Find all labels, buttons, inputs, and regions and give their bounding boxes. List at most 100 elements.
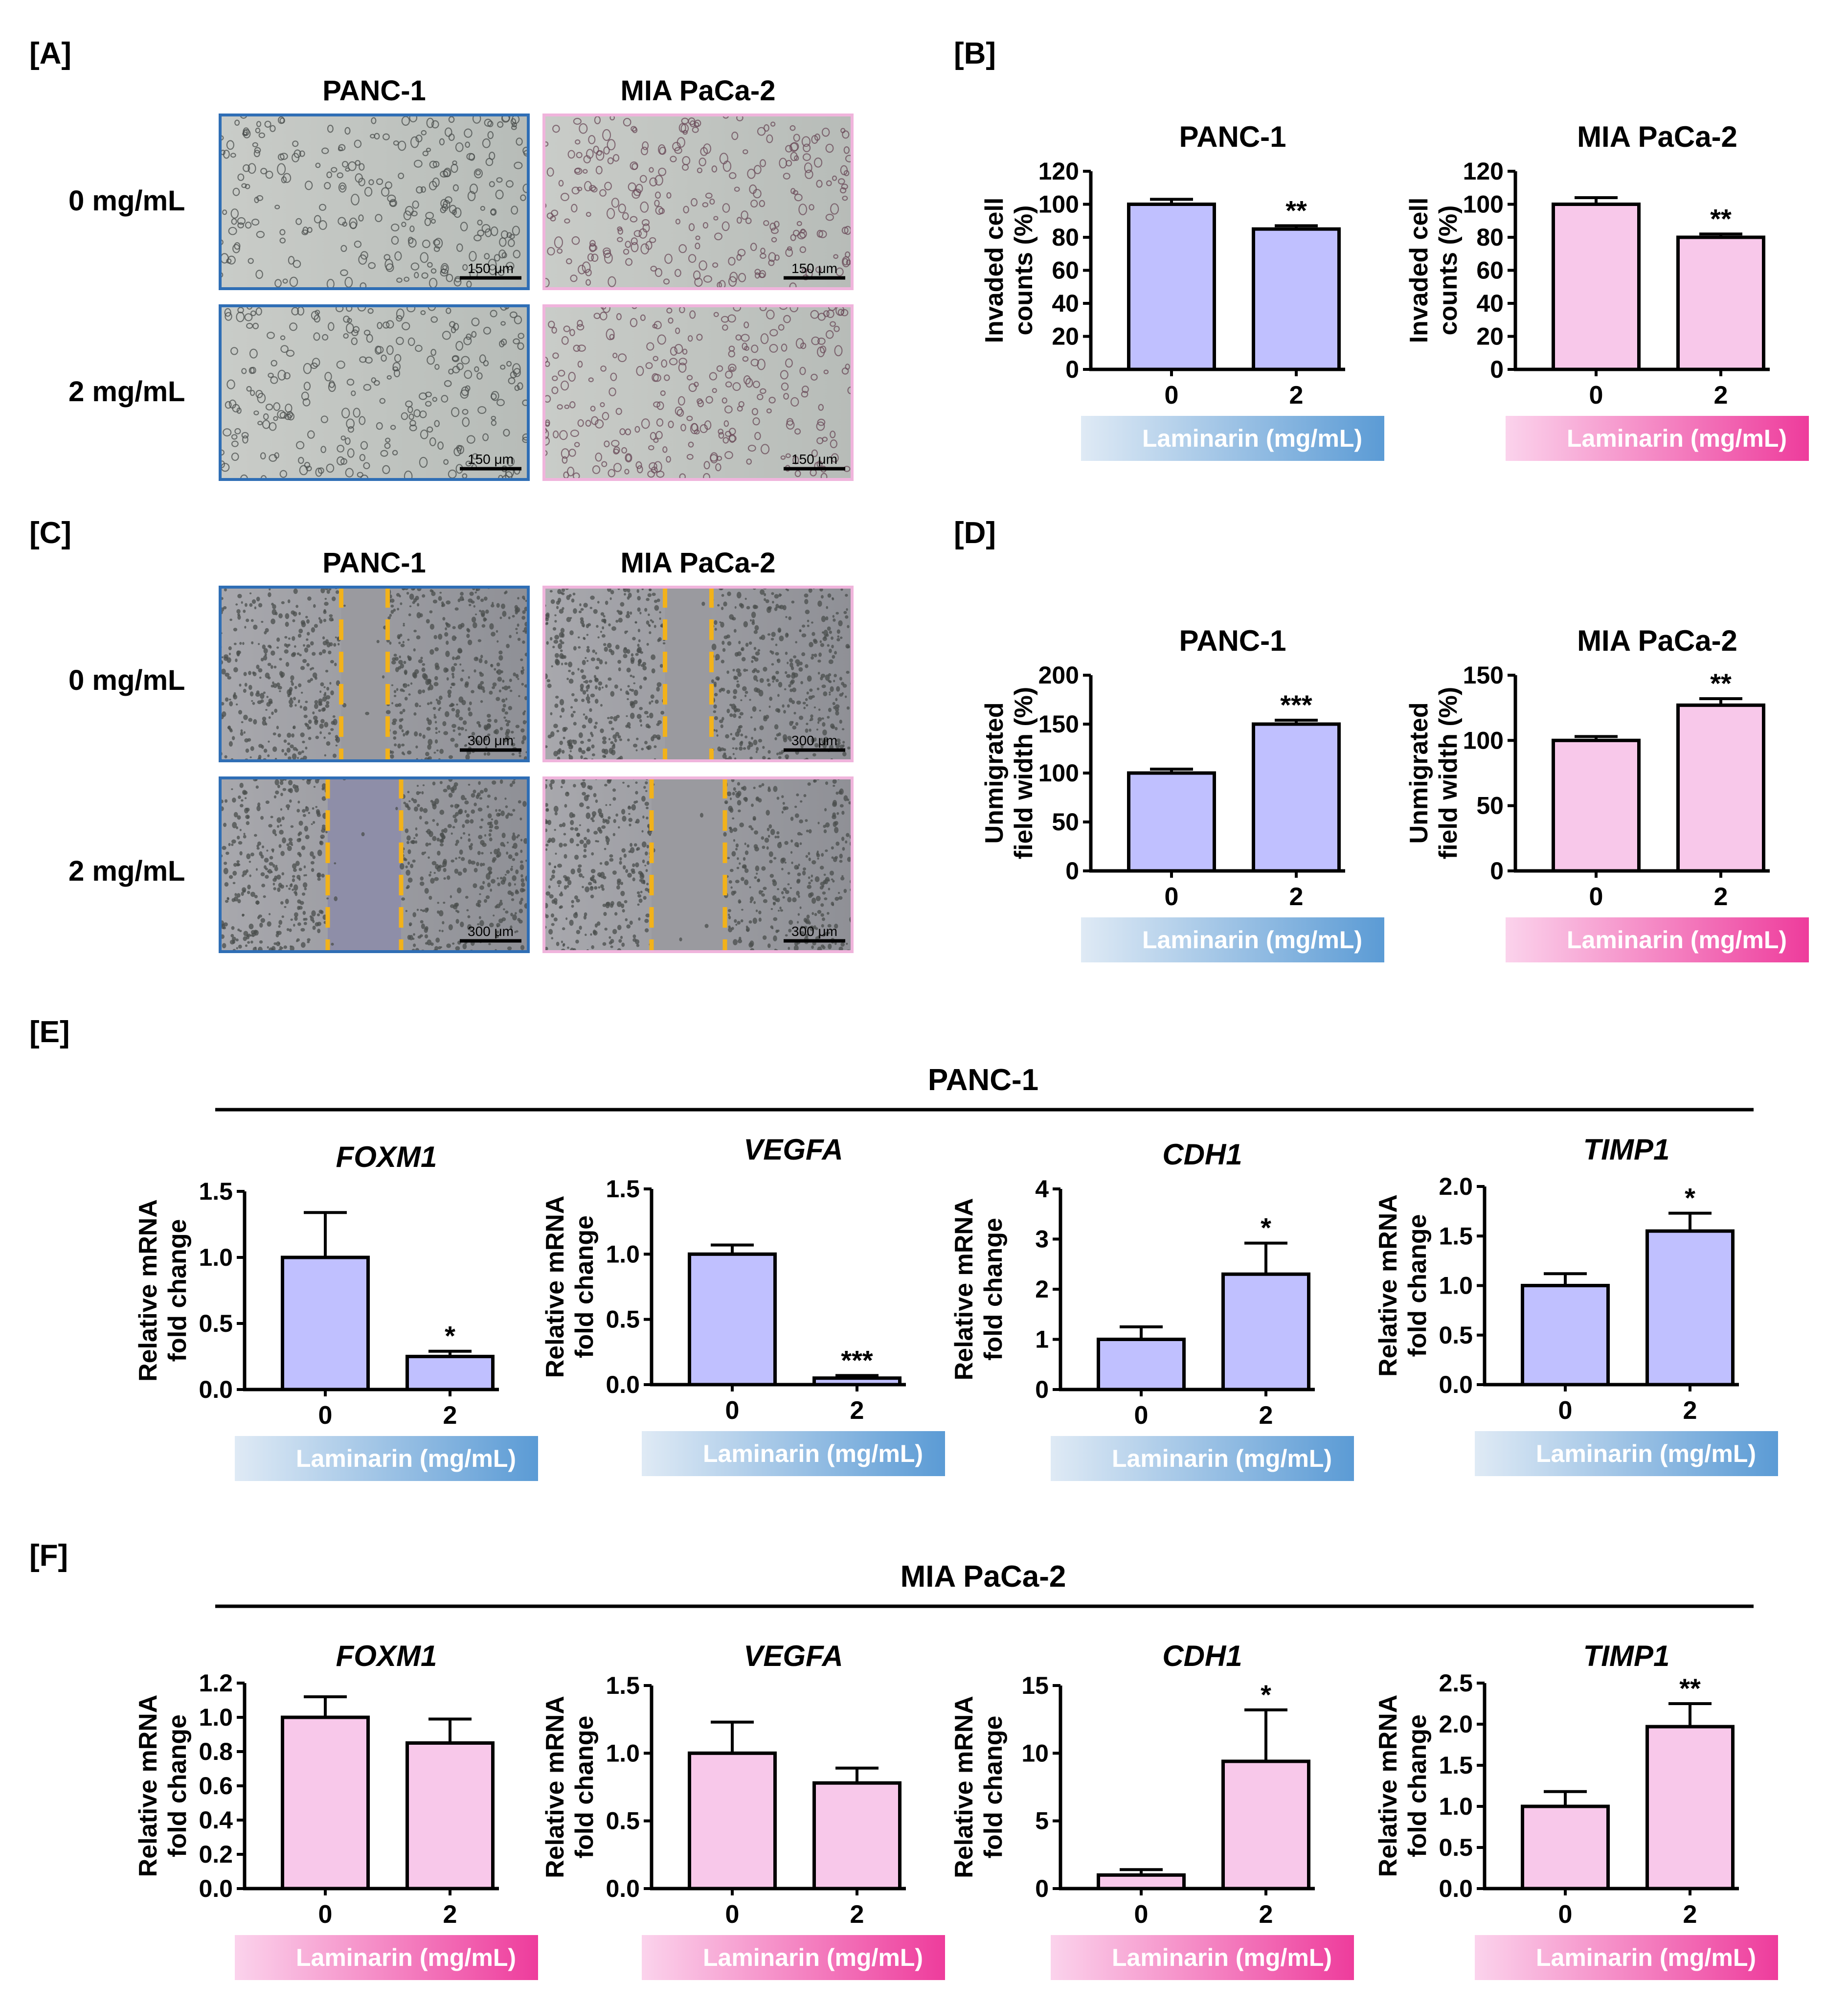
y-axis-label: Relative mRNAfold change: [1374, 1194, 1432, 1377]
y-tick-label: 0: [1035, 1875, 1049, 1902]
x-axis-label-bar: [1081, 416, 1384, 461]
x-axis-label: Laminarin (mg/mL): [1142, 425, 1362, 452]
x-axis-label: Laminarin (mg/mL): [1567, 425, 1787, 452]
scale-bar-label: 150 μm: [791, 452, 837, 467]
scale-bar-label: 150 μm: [468, 452, 514, 467]
y-tick-label: 1.2: [199, 1669, 233, 1697]
x-axis-label: Laminarin (mg/mL): [1142, 926, 1362, 954]
micrograph-frame: [542, 304, 854, 481]
wound-gap: [652, 778, 725, 952]
y-tick-label: 3: [1035, 1226, 1049, 1253]
y-tick-label: 50: [1476, 792, 1504, 820]
y-tick-label: 100: [1038, 191, 1079, 218]
bar-chart-e-6: CDH1 Relative mRNAfold change 0 1 2 3 4 0 * 2 Lami…: [950, 1138, 1354, 1481]
bar: [406, 1741, 495, 1891]
bar: [1097, 1873, 1186, 1891]
y-tick-label: 100: [1463, 727, 1504, 754]
y-tick-label: 20: [1476, 323, 1504, 350]
y-tick-label: 4: [1035, 1175, 1049, 1203]
micrograph-image: 150 μm: [219, 304, 530, 481]
y-tick-label: 60: [1476, 257, 1504, 284]
y-tick-label: 50: [1052, 808, 1079, 836]
bar-chart-e-5: VEGFA Relative mRNAfold change 0.0 0.5 1.0 1.…: [541, 1133, 945, 1476]
significance-label: ***: [1280, 689, 1312, 720]
x-axis-label: Laminarin (mg/mL): [703, 1440, 923, 1467]
y-tick-label: 1.0: [1439, 1793, 1473, 1820]
x-axis-label: Laminarin (mg/mL): [1536, 1944, 1756, 1971]
x-tick-label: 2: [1714, 883, 1728, 911]
chart-title: PANC-1: [1179, 120, 1286, 153]
bar: [1521, 1284, 1610, 1387]
y-tick-label: 0.5: [199, 1310, 233, 1337]
x-tick-label: 2: [1714, 381, 1728, 410]
micrograph-image: 150 μm: [542, 114, 854, 290]
x-axis-label-bar: [1475, 1935, 1778, 1980]
micrograph-column-label: MIA PaCa-2: [621, 75, 776, 107]
y-axis-label: Invaded cellcounts (%): [1405, 198, 1463, 343]
chart-title: FOXM1: [336, 1140, 437, 1173]
micrograph-background: [544, 115, 852, 289]
y-tick-label: 60: [1052, 257, 1079, 284]
x-axis-label: Laminarin (mg/mL): [1567, 926, 1787, 954]
y-tick-label: 0.0: [606, 1371, 640, 1398]
y-axis-label: Relative mRNAfold change: [950, 1696, 1008, 1878]
bar: [688, 1751, 777, 1891]
micrograph-image: 300 μm: [542, 776, 854, 953]
y-tick-label: 0: [1490, 857, 1504, 885]
micrograph-column-label: PANC-1: [322, 75, 426, 107]
x-tick-label: 0: [1558, 1900, 1573, 1929]
y-tick-label: 0: [1490, 356, 1504, 383]
y-tick-label: 80: [1476, 224, 1504, 251]
bar-chart-f-9: VEGFA Relative mRNAfold change 0.0 0.5 1.0 1.…: [541, 1640, 945, 1980]
y-tick-label: 100: [1038, 759, 1079, 787]
micrograph-frame: [219, 114, 530, 290]
y-tick-label: 2.5: [1439, 1669, 1473, 1697]
chart-title: FOXM1: [336, 1640, 437, 1672]
panel-label-a: [A]: [29, 37, 71, 70]
x-axis-label-bar: [1081, 917, 1384, 962]
micrograph-frame: [542, 776, 854, 953]
bar: [1127, 203, 1216, 371]
y-tick-label: 0.5: [606, 1306, 640, 1333]
bar-chart-e-7: TIMP1 Relative mRNAfold change 0.0 0.5 1.0 1.…: [1374, 1133, 1778, 1476]
x-tick-label: 0: [1165, 381, 1179, 410]
y-tick-label: 0.0: [606, 1875, 640, 1902]
chart-title: CDH1: [1162, 1138, 1242, 1171]
significance-label: ***: [841, 1345, 873, 1375]
group-header-f-text: MIA PaCa-2: [901, 1560, 1066, 1594]
bar-chart-e-4: FOXM1 Relative mRNAfold change 0.0 0.5 1.0 1.…: [134, 1140, 538, 1481]
x-axis-label: Laminarin (mg/mL): [1112, 1944, 1332, 1971]
x-axis-label-bar: [1506, 416, 1809, 461]
micrograph-panel-a: PANC-1 MIA PaCa-2 0 mg/mL 2 mg/mL 150 μm 150 …: [68, 75, 854, 481]
bar: [281, 1255, 370, 1391]
micrograph-row-label: 0 mg/mL: [68, 185, 185, 217]
scale-bar-label: 300 μm: [791, 924, 837, 939]
bar: [1221, 1759, 1310, 1891]
y-tick-label: 1.0: [199, 1244, 233, 1271]
bar: [1097, 1338, 1186, 1391]
bar: [1552, 203, 1641, 371]
x-axis-label: Laminarin (mg/mL): [703, 1944, 923, 1971]
cell-texture: [544, 306, 852, 479]
significance-label: **: [1679, 1673, 1701, 1704]
x-axis-label-bar: [1051, 1935, 1354, 1980]
y-tick-label: 150: [1038, 710, 1079, 738]
x-axis-label: Laminarin (mg/mL): [296, 1944, 516, 1971]
x-tick-label: 0: [1165, 883, 1179, 911]
bar: [812, 1781, 901, 1891]
x-tick-label: 2: [443, 1900, 457, 1929]
y-tick-label: 10: [1021, 1739, 1049, 1767]
y-tick-label: 0.6: [199, 1772, 233, 1800]
x-axis-label-bar: [1475, 1431, 1778, 1476]
group-header-e: PANC-1: [215, 1063, 1754, 1112]
micrograph-row-label: 2 mg/mL: [68, 376, 185, 408]
bar: [1252, 722, 1341, 873]
significance-label: **: [1710, 203, 1732, 234]
y-tick-label: 0.5: [1439, 1834, 1473, 1861]
bar: [1252, 227, 1341, 371]
micrograph-layer: PANC-1 MIA PaCa-2 0 mg/mL 2 mg/mL 150 μm 150 …: [68, 75, 854, 953]
y-tick-label: 200: [1038, 661, 1079, 689]
x-tick-label: 0: [318, 1900, 333, 1929]
